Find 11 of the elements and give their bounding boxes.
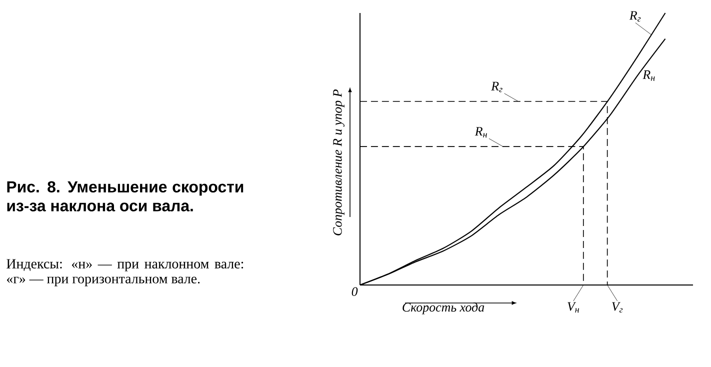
x-axis-title: Скорость хода bbox=[402, 302, 484, 314]
ref-line-label: R$_{н}$ bbox=[474, 127, 487, 138]
series-label: R$_{г}$ bbox=[629, 11, 641, 22]
y-axis-title: Сопротивление R и упор P bbox=[333, 90, 344, 236]
text: Индексы: «н» — при наклонном вале: «г» — при горизонтальном вале. bbox=[6, 259, 244, 286]
text: V$_{н}$ bbox=[568, 302, 580, 312]
series-label: R$_{н}$ bbox=[642, 70, 655, 81]
text: V$_{г}$ bbox=[612, 302, 623, 313]
text: 0 bbox=[352, 287, 358, 296]
ref-line-label: R$_{г}$ bbox=[491, 82, 502, 92]
text: Рис. 8. Уменьшение скорости из-за наклона оси вала. bbox=[7, 181, 244, 212]
